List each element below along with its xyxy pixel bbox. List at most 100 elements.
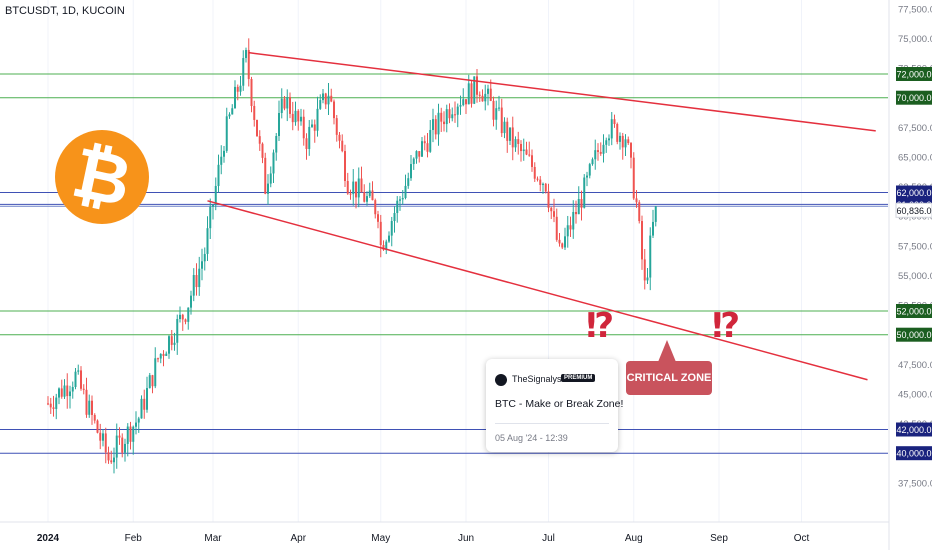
candle-body [561, 243, 564, 248]
candle-body [506, 121, 509, 141]
candle-body [110, 460, 113, 463]
candle-body [517, 139, 520, 144]
candle-body [146, 388, 148, 410]
candle-body [616, 124, 619, 142]
candle-body [311, 124, 313, 127]
candle-body [448, 109, 451, 119]
candle-body [476, 76, 478, 95]
candle-body [206, 228, 209, 254]
candle-body [602, 144, 605, 154]
bitcoin-glyph: ₿ [65, 130, 139, 224]
candle-body [379, 221, 382, 245]
candle-body [492, 100, 495, 120]
level-price-label-bg [896, 446, 932, 461]
idea-title[interactable]: BTC - Make or Break Zone! [495, 398, 624, 410]
candle-body [487, 88, 489, 94]
candle-body [434, 119, 437, 135]
candle-body [231, 108, 234, 115]
candle-body [132, 426, 135, 442]
time-tick-label: Jul [542, 533, 555, 544]
candle-body [82, 388, 85, 390]
candle-body [99, 432, 102, 441]
candle-body [198, 268, 201, 288]
candle-body [71, 387, 74, 392]
author-avatar-icon [495, 374, 507, 386]
candle-body [467, 83, 470, 105]
candle-body [542, 183, 544, 185]
candle-body [547, 191, 550, 208]
candle-body [445, 109, 448, 125]
time-tick-label: Oct [794, 533, 810, 544]
candle-body [454, 114, 456, 116]
candle-body [118, 435, 121, 438]
candle-body [511, 127, 514, 148]
current-price-tag-bg [895, 202, 932, 218]
candle-body [586, 175, 588, 178]
author-name[interactable]: TheSignalyst [512, 374, 565, 384]
candle-body [203, 253, 206, 262]
candle-body [286, 97, 289, 109]
premium-badge: PREMIUM [561, 374, 596, 382]
candle-body [366, 196, 368, 202]
candle-body [181, 314, 184, 320]
candle-body [187, 307, 190, 322]
candle-body [184, 319, 187, 322]
candle-body [165, 353, 168, 356]
candle-body [291, 113, 294, 123]
candle-body [148, 375, 151, 389]
candle-body [544, 183, 547, 192]
candle-body [632, 157, 635, 199]
candle-body [624, 139, 627, 148]
candle-body [239, 85, 242, 92]
price-axis: 37,500.040,000.042,500.045,000.047,500.0… [888, 0, 932, 550]
price-tick-label: 47,500.0 [898, 360, 932, 371]
candle-body [162, 353, 165, 356]
candle-body [401, 198, 404, 200]
candle-body [157, 358, 159, 360]
candle-body [55, 397, 58, 409]
candle-body [66, 385, 69, 397]
candle-body [528, 154, 531, 156]
idea-card[interactable]: TheSignalyst PREMIUM BTC - Make or Break… [486, 359, 623, 452]
candle-body [489, 88, 492, 101]
level-price-label: 72,000.0 [896, 70, 931, 80]
candle-body [407, 178, 410, 186]
candle-body [209, 206, 212, 229]
candle-body [412, 158, 415, 165]
candle-body [49, 403, 52, 408]
candle-body [388, 235, 390, 242]
candle-body [126, 426, 129, 444]
candle-body [253, 105, 256, 120]
candle-body [190, 295, 192, 308]
candle-body [269, 173, 272, 184]
candle-body [74, 371, 77, 388]
candle-body [96, 420, 99, 433]
candle-body [635, 198, 638, 203]
candle-body [245, 49, 247, 59]
candle-body [346, 180, 349, 194]
candle-body [613, 119, 616, 125]
candle-body [173, 342, 176, 345]
candle-body [60, 388, 63, 397]
candle-body [599, 151, 602, 154]
candle-body [159, 353, 162, 359]
candle-body [335, 118, 338, 135]
candle-body [432, 119, 434, 130]
candle-body [113, 457, 115, 463]
trendline [207, 200, 868, 381]
candle-body [264, 157, 267, 194]
candle-body [641, 221, 643, 260]
time-tick-label: Feb [125, 533, 143, 544]
time-tick-label: May [371, 533, 390, 544]
candle-body [591, 159, 594, 165]
candle-body [421, 141, 423, 157]
candle-body [555, 216, 558, 240]
time-axis: 2024 Feb Mar Apr May Jun Jul Aug Sep Oct [0, 521, 889, 544]
candle-body [429, 129, 432, 152]
candle-body [58, 388, 60, 398]
candle-body [654, 206, 657, 222]
price-labels: 72,000.070,000.062,000.061,000.052,000.0… [895, 67, 932, 461]
level-price-label-bg [896, 90, 932, 105]
candle-body [278, 113, 280, 136]
